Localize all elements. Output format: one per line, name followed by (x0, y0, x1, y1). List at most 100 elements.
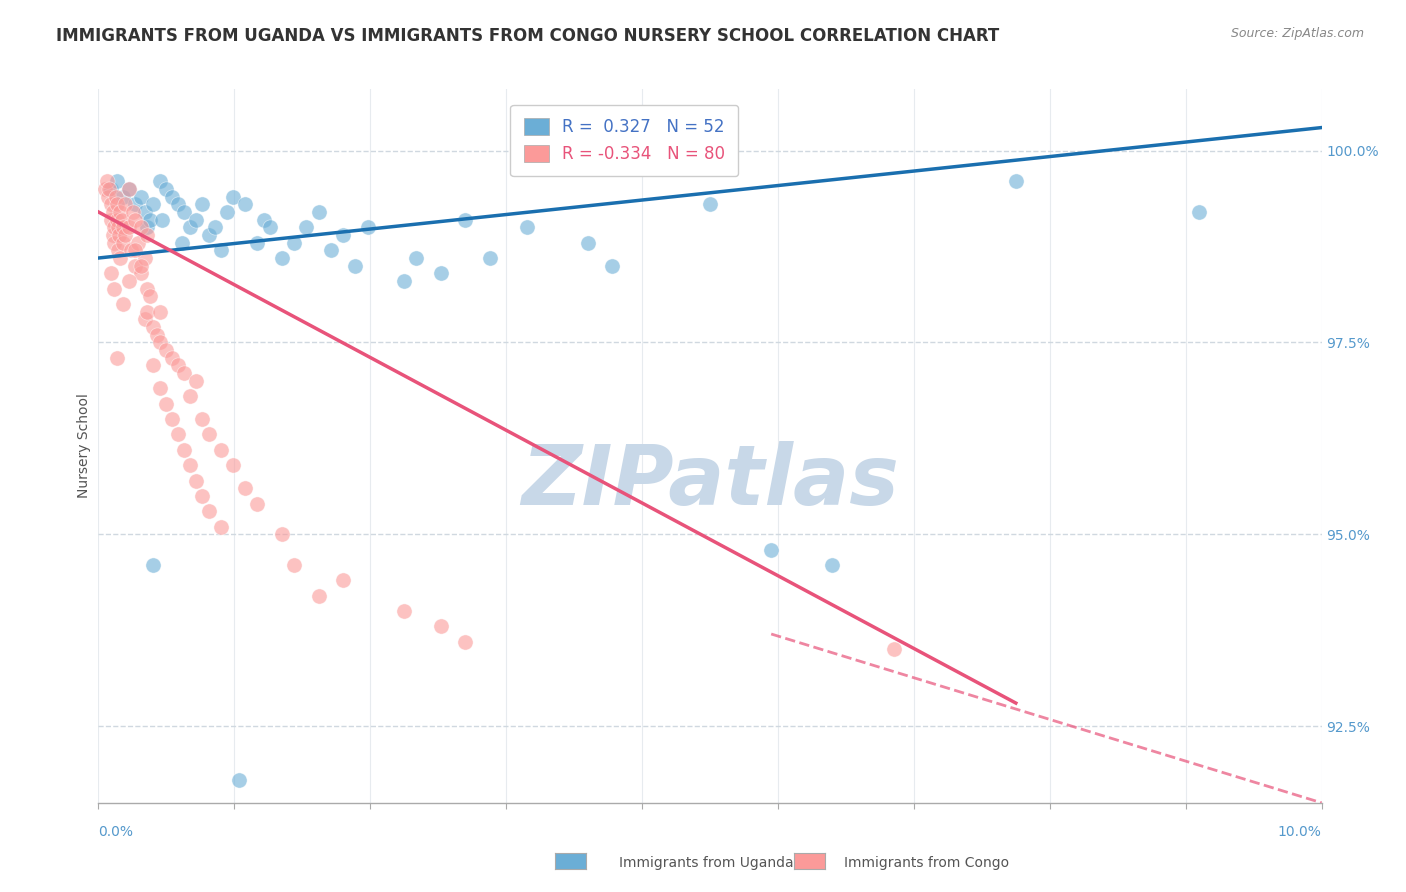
Point (142, 558, 165, 572)
Point (246, 497, 269, 511)
Point (111, 235, 134, 250)
Point (111, 220, 134, 235)
Point (179, 389, 201, 403)
Point (392, 604, 416, 618)
Point (160, 351, 183, 365)
Point (173, 205, 195, 219)
Point (233, 197, 256, 211)
Point (191, 197, 214, 211)
Point (105, 174, 128, 188)
Point (134, 251, 156, 265)
Point (100, 182, 122, 196)
Point (108, 227, 131, 242)
Point (111, 189, 134, 203)
Point (107, 244, 129, 258)
Point (454, 212, 477, 227)
Point (191, 489, 214, 503)
Point (120, 244, 142, 258)
Point (149, 335, 172, 350)
Point (124, 212, 146, 227)
Text: Immigrants from Uganda: Immigrants from Uganda (619, 855, 793, 870)
Point (111, 212, 134, 227)
Point (129, 189, 152, 203)
Point (1004, 174, 1026, 188)
Point (98, 182, 121, 196)
Point (155, 397, 177, 411)
Point (149, 304, 172, 318)
Point (105, 351, 128, 365)
Point (319, 244, 342, 258)
Point (197, 227, 219, 242)
Point (252, 212, 274, 227)
Point (430, 619, 453, 633)
Point (516, 220, 538, 235)
Point (222, 458, 245, 473)
Point (124, 244, 146, 258)
Point (699, 197, 721, 211)
Point (454, 634, 477, 648)
Point (105, 212, 128, 227)
Point (344, 259, 367, 273)
Point (101, 227, 124, 242)
Point (118, 182, 141, 196)
Point (160, 189, 183, 203)
Point (167, 197, 190, 211)
Point (100, 197, 122, 211)
Point (107, 220, 129, 235)
Point (270, 251, 294, 265)
Point (129, 220, 152, 235)
Text: Immigrants from Congo: Immigrants from Congo (844, 855, 1008, 870)
Point (1188, 205, 1211, 219)
Point (392, 274, 416, 288)
Text: Source: ZipAtlas.com: Source: ZipAtlas.com (1230, 27, 1364, 40)
Point (308, 205, 330, 219)
Point (283, 558, 305, 572)
Point (142, 197, 165, 211)
Point (129, 259, 152, 273)
Point (127, 235, 149, 250)
Point (209, 442, 232, 457)
Point (228, 772, 250, 787)
Legend: R =  0.327   N = 52, R = -0.334   N = 80: R = 0.327 N = 52, R = -0.334 N = 80 (510, 104, 738, 176)
Point (332, 574, 354, 588)
Point (110, 251, 132, 265)
Point (283, 235, 305, 250)
Point (295, 220, 318, 235)
Point (600, 259, 623, 273)
Point (118, 220, 141, 235)
Point (93, 182, 115, 196)
Point (270, 527, 294, 541)
Point (114, 197, 136, 211)
Point (173, 442, 195, 457)
Point (103, 282, 125, 296)
Point (121, 205, 143, 219)
Y-axis label: Nursery School: Nursery School (77, 393, 91, 499)
Point (259, 220, 281, 235)
Point (209, 519, 232, 533)
Point (186, 212, 208, 227)
Point (101, 205, 124, 219)
Point (100, 212, 122, 227)
Point (204, 220, 226, 235)
Point (129, 266, 152, 280)
Point (100, 266, 122, 280)
Point (215, 205, 238, 219)
Point (209, 244, 232, 258)
Point (155, 182, 177, 196)
Point (186, 374, 208, 388)
Point (197, 504, 219, 518)
Point (124, 197, 146, 211)
Point (821, 558, 844, 572)
Point (136, 282, 159, 296)
Point (103, 235, 125, 250)
Point (96, 174, 118, 188)
Point (142, 320, 165, 334)
Point (173, 366, 195, 380)
Point (246, 235, 269, 250)
Point (430, 266, 453, 280)
Point (478, 251, 501, 265)
Point (134, 312, 156, 326)
Point (308, 589, 330, 603)
Point (197, 427, 219, 442)
Point (191, 412, 214, 426)
